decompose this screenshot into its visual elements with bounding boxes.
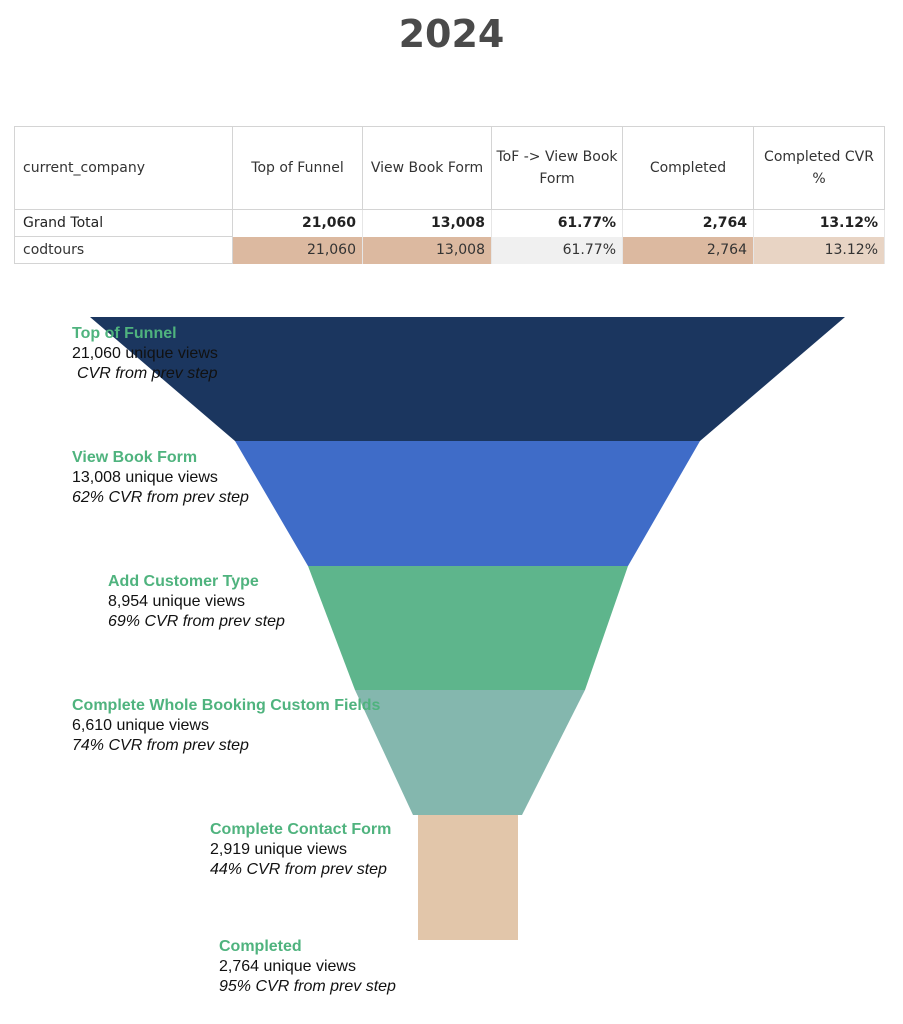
table-cell: 21,060 bbox=[232, 236, 363, 264]
table-row-grand-total: Grand Total 21,060 13,008 61.77% 2,764 1… bbox=[14, 209, 885, 237]
stage-cvr: 62% CVR from prev step bbox=[72, 489, 249, 506]
stage-cvr: 69% CVR from prev step bbox=[108, 613, 285, 630]
row-label: Grand Total bbox=[14, 209, 233, 237]
header-current-company: current_company bbox=[14, 126, 233, 210]
stage-views: 13,008 unique views bbox=[72, 469, 218, 486]
stage-cvr: 74% CVR from prev step bbox=[72, 737, 249, 754]
header-completed: Completed bbox=[622, 126, 754, 210]
table-cell: 2,764 bbox=[622, 209, 754, 237]
stage-cvr: 44% CVR from prev step bbox=[210, 861, 387, 878]
stage-views: 21,060 unique views bbox=[72, 345, 218, 362]
stage-views: 8,954 unique views bbox=[108, 593, 245, 610]
table-cell: 61.77% bbox=[491, 236, 623, 264]
funnel-segment-1 bbox=[90, 317, 845, 441]
stage-name: View Book Form bbox=[72, 449, 198, 466]
funnel-segment-2 bbox=[235, 441, 700, 566]
summary-table: current_company Top of Funnel View Book … bbox=[14, 126, 885, 264]
funnel-segment-4 bbox=[355, 690, 585, 815]
table-cell: 61.77% bbox=[491, 209, 623, 237]
funnel-stage-label: Completed 2,764 unique views 95% CVR from … bbox=[219, 937, 396, 997]
stage-name: Add Customer Type bbox=[108, 573, 259, 590]
table-cell: 13,008 bbox=[362, 236, 492, 264]
table-cell: 2,764 bbox=[622, 236, 754, 264]
table-cell: 13,008 bbox=[362, 209, 492, 237]
header-completed-cvr: Completed CVR % bbox=[753, 126, 885, 210]
stage-views: 6,610 unique views bbox=[72, 717, 209, 734]
funnel-stage-label: Top of Funnel 21,060 unique views CVR from… bbox=[72, 324, 218, 384]
row-label: codtours bbox=[14, 236, 233, 264]
header-view-book-form: View Book Form bbox=[362, 126, 492, 210]
header-top-of-funnel: Top of Funnel bbox=[232, 126, 363, 210]
header-tof-to-view-book-form: ToF -> View Book Form bbox=[491, 126, 623, 210]
page-title: 2024 bbox=[398, 12, 505, 56]
funnel-segment-5 bbox=[418, 815, 518, 940]
table-header-row: current_company Top of Funnel View Book … bbox=[14, 126, 885, 210]
stage-views: 2,764 unique views bbox=[219, 958, 356, 975]
stage-name: Complete Contact Form bbox=[210, 821, 392, 838]
stage-cvr: 95% CVR from prev step bbox=[219, 978, 396, 995]
stage-name: Top of Funnel bbox=[72, 325, 177, 342]
funnel-stage-label: Complete Whole Booking Custom Fields 6,61… bbox=[72, 696, 380, 756]
table-row-codtours: codtours 21,060 13,008 61.77% 2,764 13.1… bbox=[14, 236, 885, 264]
stage-name: Complete Whole Booking Custom Fields bbox=[72, 697, 381, 714]
table-cell: 13.12% bbox=[753, 236, 885, 264]
funnel-stage-label: View Book Form 13,008 unique views 62% CVR… bbox=[72, 448, 249, 508]
funnel-stage-label: Add Customer Type 8,954 unique views 69% C… bbox=[108, 572, 285, 632]
stage-views: 2,919 unique views bbox=[210, 841, 347, 858]
table-cell: 13.12% bbox=[753, 209, 885, 237]
stage-name: Completed bbox=[219, 938, 302, 955]
funnel-stage-label: Complete Contact Form 2,919 unique views 4… bbox=[210, 820, 391, 880]
funnel-segment-3 bbox=[308, 566, 628, 690]
stage-cvr: CVR from prev step bbox=[77, 365, 218, 382]
table-cell: 21,060 bbox=[232, 209, 363, 237]
